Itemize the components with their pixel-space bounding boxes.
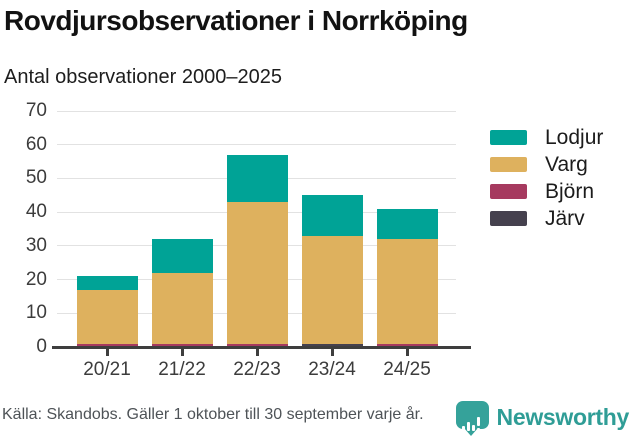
- newsworthy-brand[interactable]: Newsworthy: [455, 399, 630, 436]
- legend-item-varg: Varg: [490, 153, 603, 176]
- legend-swatch: [490, 157, 527, 172]
- bar-segment-björn: [151, 343, 213, 347]
- glyph-bar: [466, 422, 470, 431]
- x-tick: [405, 349, 409, 356]
- newsworthy-logo-icon: [455, 399, 490, 436]
- x-tick: [180, 349, 184, 356]
- bar-chart-glyph: [461, 417, 480, 431]
- x-tick-label: 24/25: [383, 359, 431, 380]
- y-tick-label: 20: [25, 268, 47, 290]
- chart-subtitle: Antal observationer 2000–2025: [4, 66, 282, 88]
- legend-item-lodjur: Lodjur: [490, 126, 604, 149]
- gridline: [57, 144, 456, 146]
- x-tick-label: 23/24: [308, 359, 356, 380]
- bar-segment-lodjur: [76, 276, 138, 290]
- glyph-bar: [461, 426, 465, 431]
- glyph-bar: [471, 425, 475, 431]
- chart-legend: Lodjur Varg Björn Järv: [490, 126, 604, 238]
- y-tick-label: 40: [25, 201, 47, 223]
- x-tick: [330, 349, 334, 356]
- bar-segment-varg: [301, 235, 363, 344]
- exclamation-glyph: [476, 417, 480, 431]
- y-tick-label: 30: [25, 234, 47, 256]
- legend-swatch: [490, 211, 527, 226]
- bar-segment-björn: [226, 343, 288, 347]
- bar-segment-lodjur: [226, 154, 288, 203]
- bar-23/24: [301, 195, 363, 347]
- y-tick-label: 60: [25, 133, 47, 155]
- bar-20/21: [76, 276, 138, 347]
- bar-24/25: [376, 208, 438, 347]
- bar-segment-lodjur: [151, 239, 213, 273]
- y-tick-label: 10: [25, 302, 47, 324]
- brand-name: Newsworthy: [496, 404, 630, 430]
- legend-label: Björn: [545, 180, 595, 203]
- legend-swatch: [490, 130, 527, 145]
- bar-segment-varg: [376, 239, 438, 344]
- bar-segment-varg: [226, 202, 288, 344]
- legend-label: Lodjur: [545, 126, 604, 149]
- x-axis-line: [52, 346, 471, 349]
- x-tick: [105, 349, 109, 356]
- legend-item-björn: Björn: [490, 180, 603, 203]
- legend-label: Järv: [545, 207, 585, 230]
- bar-segment-lodjur: [376, 208, 438, 240]
- bar-segment-björn: [76, 343, 138, 347]
- x-tick-label: 20/21: [83, 359, 131, 380]
- legend-swatch: [490, 184, 527, 199]
- x-tick-label: 22/23: [233, 359, 281, 380]
- source-note: Källa: Skandobs. Gäller 1 oktober till 3…: [2, 406, 424, 423]
- bar-21/22: [151, 239, 213, 347]
- x-tick: [255, 349, 259, 356]
- legend-label: Varg: [545, 153, 588, 176]
- speech-bubble-shape: [455, 401, 489, 429]
- gridline: [57, 110, 456, 112]
- legend-item-järv: Järv: [490, 207, 603, 230]
- bar-segment-björn: [376, 343, 438, 347]
- bar-22/23: [226, 154, 288, 347]
- y-tick-label: 50: [25, 167, 47, 189]
- bar-segment-järv: [301, 343, 363, 347]
- bar-segment-varg: [151, 272, 213, 344]
- bar-segment-varg: [76, 289, 138, 344]
- plot-area: [57, 110, 456, 347]
- bar-segment-lodjur: [301, 195, 363, 236]
- y-tick-label: 70: [25, 100, 47, 121]
- speech-bubble-tail: [463, 428, 478, 436]
- y-tick-label: 0: [36, 336, 47, 357]
- x-tick-label: 21/22: [158, 359, 206, 380]
- page-title: Rovdjursobservationer i Norrköping: [4, 5, 468, 36]
